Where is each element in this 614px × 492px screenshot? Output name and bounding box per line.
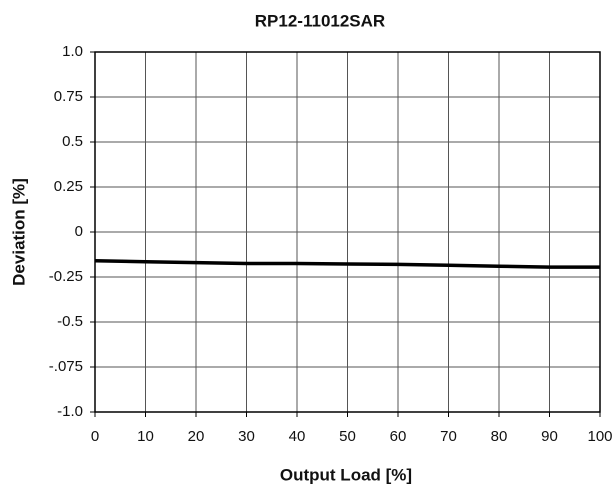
chart-title: RP12-11012SAR [255, 11, 385, 30]
x-tick-label: 60 [390, 428, 407, 445]
y-axis-label: Deviation [%] [9, 178, 28, 286]
y-tick-label: 0 [75, 223, 83, 240]
x-tick-label: 20 [188, 428, 205, 445]
x-tick-label: 40 [289, 428, 306, 445]
y-tick-label: -1.0 [57, 403, 83, 420]
y-tick-label: 0.75 [54, 88, 83, 105]
y-tick-label: 1.0 [62, 43, 83, 60]
x-tick-label: 80 [491, 428, 508, 445]
y-tick-label: -0.5 [57, 313, 83, 330]
x-tick-label: 70 [440, 428, 457, 445]
x-tick-label: 90 [541, 428, 558, 445]
x-tick-label: 100 [587, 428, 612, 445]
x-tick-label: 50 [339, 428, 356, 445]
y-tick-label: -0.25 [49, 268, 83, 285]
x-tick-label: 0 [91, 428, 99, 445]
x-tick-label: 30 [238, 428, 255, 445]
x-tick-label: 10 [137, 428, 154, 445]
data-line [94, 259, 600, 269]
plot-frame [94, 51, 601, 413]
y-tick-label: 0.25 [54, 178, 83, 195]
y-tick-label: 0.5 [62, 133, 83, 150]
y-tick-label: -.075 [49, 358, 83, 375]
x-axis-label: Output Load [%] [280, 465, 412, 484]
